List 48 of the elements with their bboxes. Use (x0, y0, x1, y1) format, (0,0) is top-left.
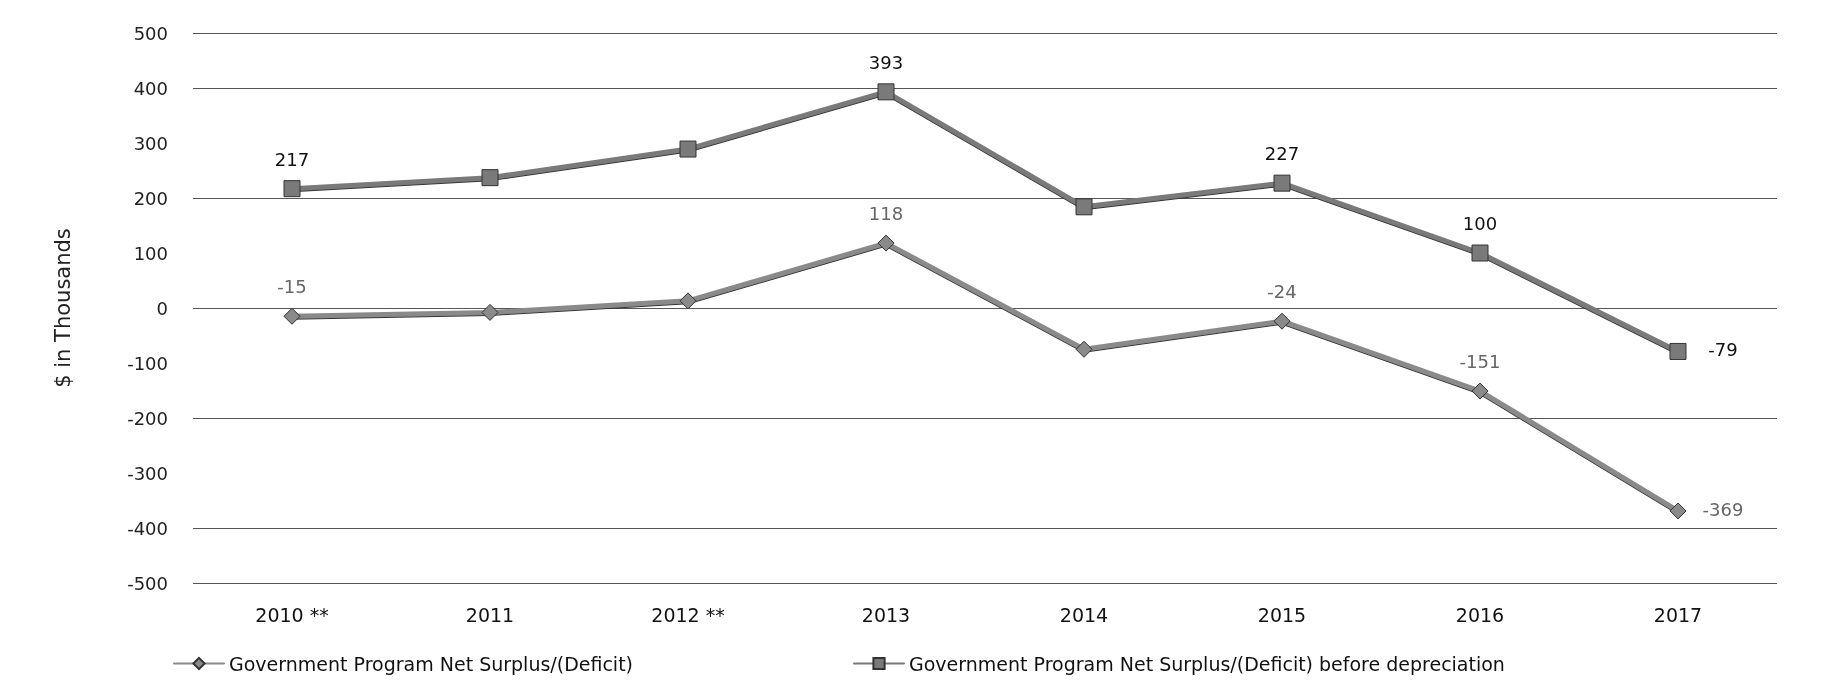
y-tick-label: -200 (127, 407, 168, 429)
y-tick-label: -100 (127, 352, 168, 374)
y-tick-label: 100 (133, 242, 168, 264)
point (283, 307, 301, 325)
x-tick-label: 2014 (1059, 603, 1109, 626)
y-axis-title: $ in Thousands (50, 228, 75, 388)
x-tick-label: 2012 ** (651, 603, 725, 626)
data-label: -79 (1708, 339, 1738, 361)
point (877, 234, 895, 252)
point (1273, 312, 1291, 330)
legend-label: Government Program Net Surplus/(Deficit) before depreciation (909, 652, 1505, 675)
data-label: -24 (1267, 281, 1297, 303)
x-tick-label: 2017 (1653, 603, 1703, 626)
x-tick-label: 2013 (861, 603, 911, 626)
x-tick-label: 2015 (1257, 603, 1307, 626)
x-tick-label: 2010 ** (255, 603, 329, 626)
y-tick-label: 500 (133, 22, 168, 44)
y-tick-label: -400 (127, 517, 168, 539)
y-tick-label: 200 (133, 187, 168, 209)
y-tick-label: 300 (133, 132, 168, 154)
y-tick-label: -500 (127, 572, 168, 594)
y-tick-label: 0 (156, 297, 168, 319)
data-label: 393 (868, 51, 904, 73)
data-label: 100 (1462, 213, 1498, 234)
point (1273, 174, 1291, 192)
point (1471, 244, 1489, 262)
point (1075, 340, 1093, 358)
data-label: -151 (1459, 351, 1501, 373)
x-tick-label: 2011 (465, 603, 515, 626)
point (877, 83, 895, 101)
point (1669, 342, 1687, 360)
point (679, 140, 697, 158)
data-label: -369 (1702, 498, 1744, 520)
point (1471, 382, 1489, 400)
point (283, 180, 301, 198)
point (1075, 198, 1093, 216)
point (679, 292, 697, 310)
data-label: 217 (274, 148, 310, 170)
data-label: 118 (868, 203, 904, 225)
data-label: 227 (1264, 143, 1300, 165)
point (481, 169, 499, 187)
point (1669, 502, 1687, 520)
y-tick-label: -300 (127, 462, 168, 484)
point (481, 303, 499, 321)
data-label: -15 (277, 276, 307, 298)
legend-label: Government Program Net Surplus/(Deficit) (229, 652, 634, 675)
y-tick-label: 400 (133, 77, 168, 99)
x-tick-label: 2016 (1455, 603, 1505, 626)
